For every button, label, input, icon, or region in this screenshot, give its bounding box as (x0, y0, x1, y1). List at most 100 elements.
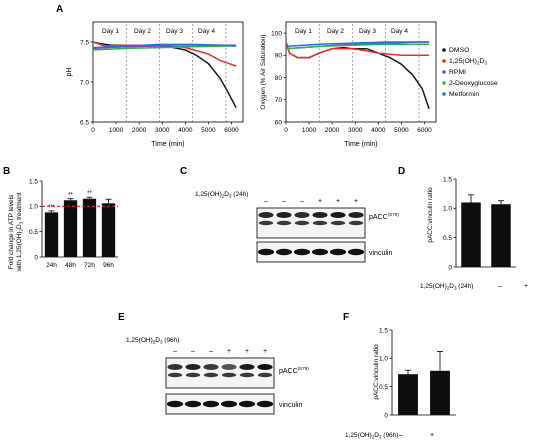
treatment-sign: + (430, 432, 434, 439)
x-tick-label: 6000 (224, 127, 239, 134)
lane-sign: – (300, 198, 304, 205)
series-line-2-deoxyglucose (285, 43, 430, 50)
pacc-24h-bar-chart: pACC:vinculin ratio 00.51.01.5 – + 1,25(O… (420, 176, 528, 290)
lane-sign: + (227, 348, 231, 355)
pacc-lower-band (258, 220, 274, 226)
y-tick-label: 100 (271, 30, 282, 37)
vinculin-band (166, 400, 184, 408)
lane-sign: – (282, 198, 286, 205)
pacc-lower-band (348, 220, 364, 226)
x-tick-label: 4000 (371, 127, 386, 134)
oxygen-day-label: Day 4 (391, 28, 408, 35)
vinculin-band (238, 400, 256, 408)
legend-label: DMSO (449, 47, 469, 54)
vinculin-band-label: vinculin (369, 250, 392, 257)
x-tick-label: 5000 (394, 127, 409, 134)
pacc-band-label: pACC(S79) (369, 212, 399, 221)
ph-day-label: Day 2 (134, 28, 151, 35)
pacc-lower-band (312, 220, 328, 226)
pacc-96h-blot-image (165, 357, 275, 389)
x-tick-label: 3000 (348, 127, 363, 134)
vinculin-band (347, 248, 365, 256)
vinculin-96h-blot-image (165, 393, 275, 415)
pacc-band (203, 364, 219, 370)
panel-letter-f: F (343, 312, 349, 323)
series-line-dmso (92, 41, 237, 108)
vinculin-band (275, 248, 293, 256)
legend-label: RPMI (449, 69, 466, 76)
ph-day-label: Day 4 (198, 28, 215, 35)
oxygen-y-ticks: 60 70 80 90 100 (271, 30, 286, 126)
y-tick-label: 0.5 (379, 384, 388, 391)
ph-x-ticks: 0 1000 2000 3000 4000 5000 6000 (91, 122, 239, 134)
y-tick-label: 70 (275, 97, 283, 104)
blot-e: 1,25(OH)2D3 (96h) – – – + + + pACC(S79) vincu… (126, 337, 309, 415)
treatment-sign: + (524, 283, 528, 290)
blot-c: 1,25(OH)2D3 (24h) – – – + + + pACC(S79) vincu… (195, 191, 399, 263)
pacc-96h-bands (167, 364, 273, 378)
y-tick-label: 7.0 (80, 79, 89, 86)
significance-label: ** (68, 193, 73, 199)
bar (491, 204, 511, 267)
ph-y-ticks: 6.5 7.0 7.5 (80, 39, 93, 126)
bar (82, 198, 97, 257)
legend: DMSO 1,25(OH)2D3 RPMI 2-Deoxyglucose Metform… (442, 47, 498, 98)
y-tick-label: 80 (275, 75, 283, 82)
vinculin-band (184, 400, 202, 408)
pacc-24h-x-label: 1,25(OH)2D3 (24h) (420, 283, 473, 291)
oxygen-plot-frame (285, 21, 437, 123)
atp-y-axis-label-line1: Fold change in ATP levels (8, 194, 15, 269)
oxygen-day-dividers (318, 24, 420, 122)
series-line-1-25-oh-2d3 (285, 41, 430, 59)
category-label: 96h (103, 262, 114, 269)
y-tick-label: 0.5 (29, 229, 38, 236)
lane-sign: – (264, 198, 268, 205)
legend-label: 2-Deoxyglucose (449, 80, 498, 87)
oxygen-day-label: Day 2 (327, 28, 344, 35)
pacc-lower-band (167, 372, 183, 378)
ph-line-chart: Day 1 Day 2 Day 3 Day 4 0 1000 2000 3000 400… (66, 21, 244, 148)
x-tick-label: 1000 (109, 127, 124, 134)
lane-sign: + (245, 348, 249, 355)
pacc-lower-band (203, 372, 219, 378)
category-label: 24h (46, 262, 57, 269)
legend-marker (442, 92, 446, 96)
ph-day-labels: Day 1 Day 2 Day 3 Day 4 (102, 28, 215, 35)
bar (430, 370, 450, 415)
atp-bar-chart: Fold change in ATP levels with 1,25(OH)2… (8, 178, 118, 273)
pacc-bands (258, 212, 364, 226)
oxygen-day-label: Day 3 (359, 28, 376, 35)
pacc-24h-y-axis-label: pACC:vinculin ratio (427, 187, 434, 243)
blot-c-lane-signs: – – – + + + (264, 198, 358, 205)
x-tick-label: 6000 (417, 127, 432, 134)
lane-sign: – (191, 348, 195, 355)
pacc-lower-band (276, 220, 292, 226)
x-tick-label: 0 (91, 127, 95, 134)
lane-sign: + (318, 198, 322, 205)
bar (63, 200, 78, 257)
series-line-dmso (285, 41, 430, 109)
pacc-lower-band (239, 372, 255, 378)
x-tick-label: 5000 (201, 127, 216, 134)
category-label: 48h (65, 262, 76, 269)
vinculin-band (293, 248, 311, 256)
lane-sign: + (263, 348, 267, 355)
bar (101, 203, 116, 257)
panel-letter-e: E (118, 312, 125, 323)
vinculin-band (256, 400, 274, 408)
series-line-metformin (92, 43, 237, 49)
ph-plot-frame (92, 21, 244, 123)
blot-c-treatment-label: 1,25(OH)2D3 (24h) (195, 191, 248, 199)
lane-sign: – (173, 348, 177, 355)
pacc-lower-band (294, 220, 310, 226)
pacc-band (312, 212, 328, 218)
treatment-sign: – (498, 283, 502, 290)
pacc-band (258, 212, 274, 218)
pacc-band (348, 212, 364, 218)
oxygen-line-chart: Day 1 Day 2 Day 3 Day 4 0 1000 2000 3000 400… (260, 21, 498, 148)
x-tick-label: 3000 (155, 127, 170, 134)
y-tick-label: 1.0 (379, 356, 388, 363)
panel-letter-d: D (398, 166, 405, 177)
y-tick-label: 6.5 (80, 119, 89, 126)
